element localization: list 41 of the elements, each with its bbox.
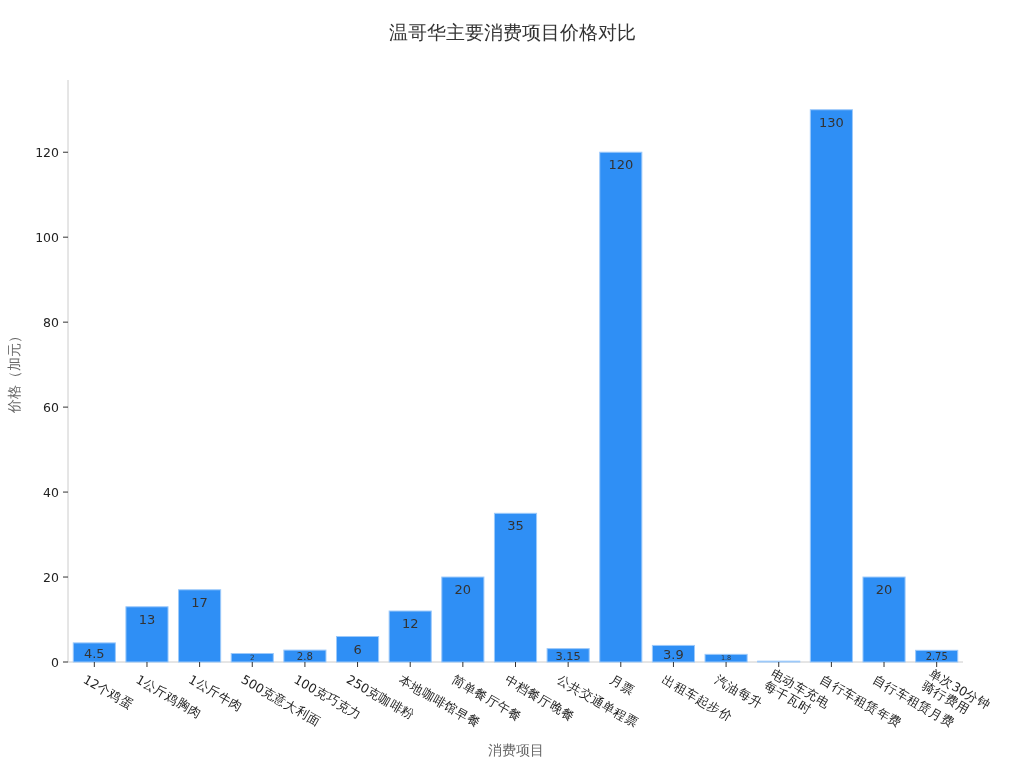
data-label: 17 <box>191 594 208 610</box>
bar <box>651 644 695 663</box>
data-label: 130 <box>818 114 844 130</box>
chart-title: 温哥华主要消费项目价格对比 <box>388 21 636 43</box>
y-tick-label: 60 <box>43 399 60 415</box>
bar <box>283 649 327 663</box>
y-tick-label: 0 <box>51 654 60 670</box>
y-tick-label: 100 <box>35 229 60 245</box>
data-label: 12 <box>401 616 419 632</box>
bar <box>336 636 380 663</box>
bar <box>546 648 590 663</box>
x-tick-label: 月票 <box>607 671 638 698</box>
bar <box>599 151 643 663</box>
data-label: 20 <box>454 582 472 598</box>
y-tick-label: 120 <box>35 144 60 160</box>
bar <box>809 109 853 663</box>
data-label: 2.75 <box>925 651 948 663</box>
y-tick-label: 20 <box>43 569 60 585</box>
x-axis-title: 消费项目 <box>487 742 544 758</box>
y-tick-label: 80 <box>43 314 60 330</box>
data-label: 3.15 <box>555 649 581 663</box>
data-label: 120 <box>608 157 634 173</box>
bar <box>704 653 748 663</box>
bar <box>388 610 432 663</box>
data-label: 35 <box>507 518 524 534</box>
data-label: 6 <box>353 641 362 657</box>
bar <box>441 576 485 663</box>
data-label: 4.5 <box>83 645 105 661</box>
bar <box>125 606 169 663</box>
data-label: 13 <box>138 611 156 627</box>
bar <box>178 589 222 663</box>
data-label: 2.8 <box>296 651 313 663</box>
x-tick-label: 12个鸡蛋 <box>80 671 136 713</box>
data-label: 20 <box>875 582 893 598</box>
bar <box>862 576 906 663</box>
bar <box>230 653 274 663</box>
bar <box>493 512 538 663</box>
bar <box>72 642 116 663</box>
y-tick-label: 40 <box>43 484 60 500</box>
y-axis-title: 价格（加元） <box>6 329 22 414</box>
data-label: 3.9 <box>663 647 684 663</box>
